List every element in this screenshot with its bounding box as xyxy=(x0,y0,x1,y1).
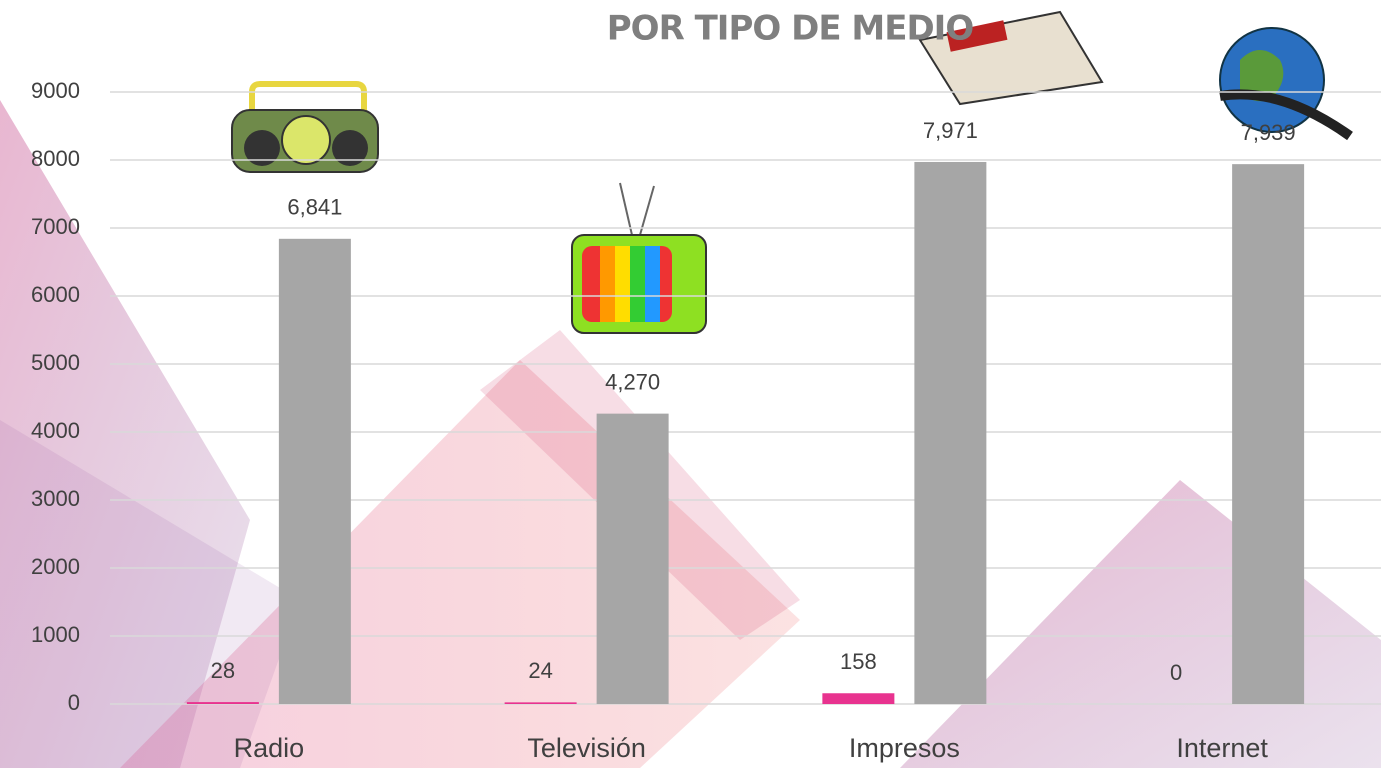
y-tick-label: 8000 xyxy=(31,146,80,171)
tv-icon xyxy=(571,182,707,334)
chart-title: POR TIPO DE MEDIO xyxy=(607,9,974,49)
value-label: 4,270 xyxy=(605,369,660,394)
value-label: 158 xyxy=(840,649,877,674)
y-tick-label: 6000 xyxy=(31,282,80,307)
bar xyxy=(1232,164,1305,704)
y-tick-label: 4000 xyxy=(31,418,80,443)
bar xyxy=(504,702,577,704)
y-tick-label: 5000 xyxy=(31,350,80,375)
value-label: 6,841 xyxy=(287,195,342,220)
y-tick-label: 3000 xyxy=(31,486,80,511)
globe-icon xyxy=(1219,27,1353,141)
y-tick-label: 7000 xyxy=(31,214,80,239)
icons xyxy=(231,10,1353,334)
bar xyxy=(596,413,669,704)
x-tick-label: Radio xyxy=(234,733,305,763)
bar xyxy=(186,702,259,704)
y-tick-label: 2000 xyxy=(31,554,80,579)
value-label: 24 xyxy=(528,658,552,683)
bar xyxy=(278,238,351,704)
y-tick-label: 9000 xyxy=(31,78,80,103)
bar xyxy=(822,693,895,704)
y-tick-label: 1000 xyxy=(31,622,80,647)
y-tick-label: 0 xyxy=(68,690,80,715)
value-label: 0 xyxy=(1170,660,1182,685)
x-tick-label: Internet xyxy=(1176,733,1268,763)
value-label: 28 xyxy=(211,658,235,683)
bar xyxy=(914,161,987,705)
radio-icon xyxy=(231,81,379,173)
x-tick-label: Televisión xyxy=(527,733,646,763)
value-label: 7,971 xyxy=(923,118,978,143)
newspaper-icon xyxy=(918,10,1104,106)
x-tick-label: Impresos xyxy=(849,733,960,763)
value-label: 7,939 xyxy=(1241,120,1296,145)
